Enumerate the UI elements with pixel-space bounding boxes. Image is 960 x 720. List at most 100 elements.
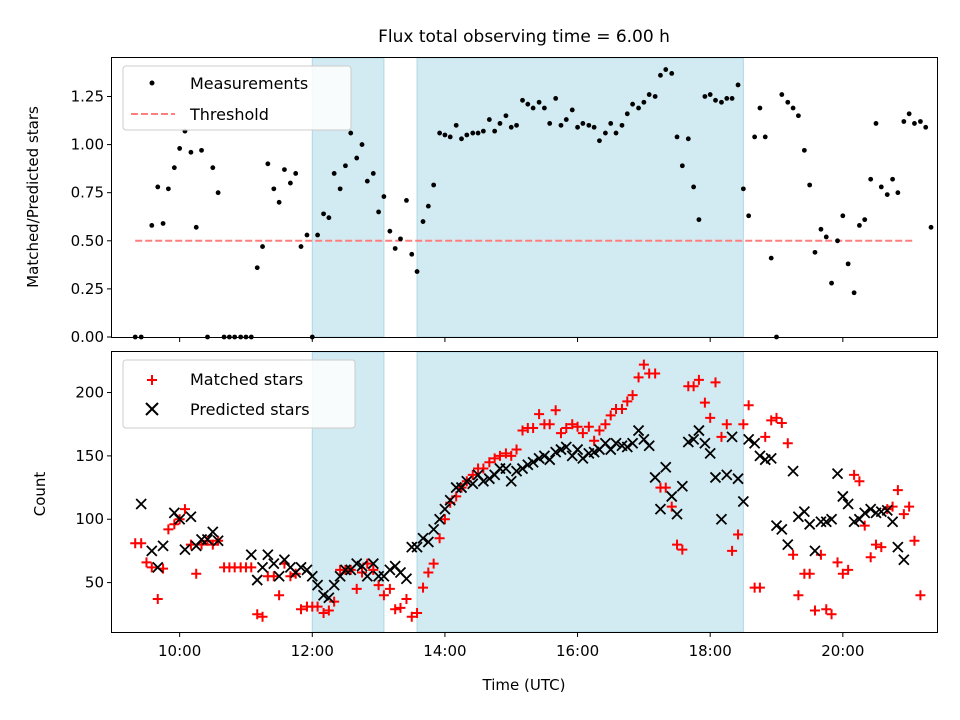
predicted-star-point: [146, 545, 158, 557]
measurement-point: [442, 132, 448, 138]
measurement-point: [674, 134, 680, 140]
predicted-star-point: [538, 450, 551, 462]
measurement-point: [149, 223, 155, 228]
measurement-point: [199, 147, 204, 153]
measurement-point: [603, 130, 608, 136]
matched-star-point: [733, 529, 744, 540]
measurement-point: [918, 119, 923, 124]
predicted-star-point: [467, 478, 479, 490]
matched-star-point: [378, 590, 389, 601]
matched-star-point: [782, 438, 793, 449]
measurement-point: [878, 184, 884, 190]
measurement-point: [840, 213, 846, 219]
measurement-point: [475, 130, 481, 136]
predicted-star-point: [433, 513, 446, 525]
predicted-star-point: [881, 504, 893, 517]
predicted-star-point: [406, 541, 418, 553]
top-y-tick-label: 0.25: [71, 280, 104, 298]
predicted-star-point: [837, 490, 849, 503]
bottom-y-ticks: 50 100 150 200: [75, 384, 112, 592]
predicted-star-point: [671, 508, 683, 520]
matched-star-point: [274, 590, 285, 601]
matched-star-point: [710, 377, 721, 388]
measurement-point: [409, 251, 415, 257]
matched-star-point: [849, 469, 860, 480]
predicted-star-point: [726, 431, 738, 443]
bottom-panel: 50 100 150 200 10:00 12:00 14:00 16:00 18:00 20:…: [31, 351, 938, 694]
predicted-star-point: [372, 570, 385, 582]
matched-star-point: [627, 390, 638, 401]
predicted-star-point: [516, 462, 529, 475]
matched-star-point: [511, 444, 522, 455]
measurement-point: [437, 130, 443, 136]
predicted-star-point: [704, 447, 716, 459]
predicted-star-point: [666, 490, 678, 503]
predicted-star-point: [737, 495, 749, 508]
predicted-star-point: [626, 437, 639, 449]
predicted-star-point: [776, 523, 788, 536]
matched-star-point: [434, 533, 445, 544]
measurement-point: [845, 261, 851, 267]
matched-star-point: [506, 450, 517, 461]
matched-star-point: [373, 580, 384, 591]
matched-star-point: [876, 542, 887, 553]
matched-star-point: [821, 604, 832, 615]
measurement-point: [547, 121, 553, 126]
predicted-star-point: [732, 473, 744, 485]
legend-matched-marker: [147, 375, 157, 385]
predicted-star-point: [610, 437, 622, 449]
matched-star-point: [705, 412, 716, 423]
bottom-x-ticks: 10:00 12:00 14:00 16:00 18:00 20:00: [158, 632, 864, 660]
matched-star-point: [561, 423, 572, 434]
measurement-point: [636, 105, 641, 111]
measurement-point: [193, 224, 199, 230]
measurement-point: [724, 96, 730, 101]
matched-star-point: [467, 469, 478, 480]
top-y-ticks: 0.00 0.25 0.50 0.75 1.00 1.25: [71, 87, 112, 346]
matched-star-point: [428, 558, 439, 569]
predicted-star-point: [273, 570, 285, 582]
measurement-point: [337, 186, 343, 192]
measurement-point: [387, 228, 393, 234]
predicted-star-point: [367, 557, 379, 570]
legend-threshold-label: Threshold: [189, 105, 269, 124]
measurement-point: [818, 226, 824, 232]
legend-predicted-label: Predicted stars: [190, 400, 310, 419]
predicted-star-point: [571, 443, 584, 456]
measurement-point: [370, 171, 376, 176]
measurement-point: [315, 232, 320, 238]
measurement-point: [376, 209, 381, 215]
predicted-star-point: [461, 475, 473, 487]
measurement-point: [298, 244, 304, 249]
predicted-star-point: [422, 536, 434, 548]
measurement-point: [215, 190, 221, 196]
matched-star-point: [528, 423, 539, 434]
matched-star-point: [594, 425, 605, 436]
measurement-point: [453, 122, 459, 128]
measurement-point: [271, 186, 277, 192]
measurement-point: [520, 97, 525, 103]
bottom-x-tick-label: 20:00: [821, 642, 864, 660]
bottom-legend-box: [122, 359, 356, 429]
measurement-point: [575, 124, 580, 130]
matched-star-point: [401, 594, 412, 605]
predicted-star-point: [174, 513, 186, 525]
predicted-star-point: [323, 592, 335, 604]
predicted-star-point: [411, 541, 423, 553]
predicted-star-point: [709, 471, 722, 484]
predicted-star-point: [510, 465, 523, 477]
measurement-point: [464, 132, 470, 138]
measurement-point: [702, 94, 708, 99]
matched-star-point: [406, 611, 417, 622]
measurement-point: [392, 246, 398, 251]
bottom-y-tick-label: 50: [85, 574, 104, 592]
measurement-point: [364, 178, 370, 184]
matched-star-point: [368, 564, 379, 575]
matched-star-point: [152, 594, 163, 605]
top-axes-frame: [111, 57, 938, 338]
top-y-axis-label: Matched/Predicted stars: [24, 106, 42, 288]
matched-star-point: [384, 583, 395, 594]
measurement-point: [912, 121, 917, 126]
measurement-point: [321, 211, 326, 217]
predicted-star-point: [450, 481, 462, 494]
